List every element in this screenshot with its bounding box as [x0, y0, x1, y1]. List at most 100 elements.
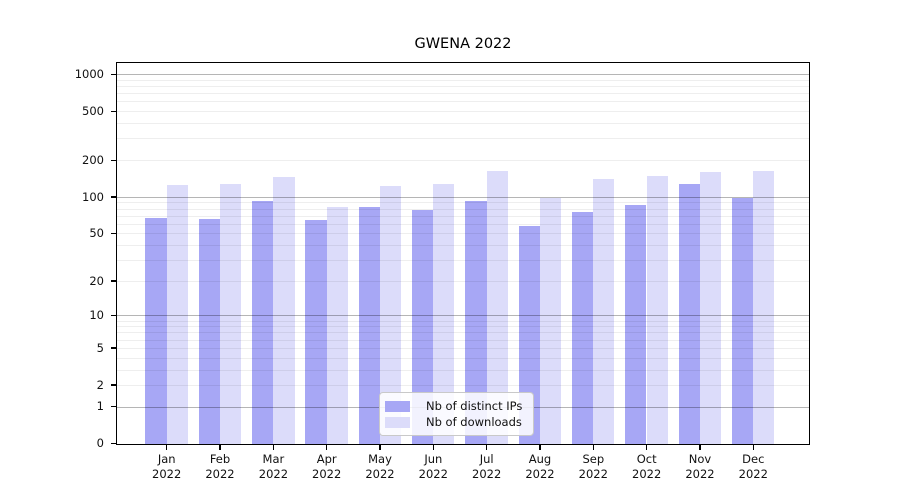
bar-downloads-may [379, 185, 402, 444]
gridline-minor [117, 369, 809, 371]
gridline-major [117, 74, 809, 76]
gridline-minor [117, 384, 809, 386]
bar-downloads-jan [166, 185, 188, 444]
y-tick-label: 50 [89, 226, 104, 240]
gridline-minor [117, 332, 809, 334]
x-tick-mark [326, 444, 328, 450]
gridline-minor [117, 280, 809, 282]
x-tick-label-month: May [368, 451, 392, 466]
y-tick-mark [110, 232, 116, 235]
x-tick-label-year: 2022 [525, 466, 555, 481]
y-tick-label: 1 [96, 399, 104, 414]
x-tick-label-year: 2022 [312, 466, 342, 481]
x-tick-mark [592, 444, 594, 450]
bar-distinct-ips-feb [198, 219, 220, 444]
bar-distinct-ips-mar [251, 201, 274, 444]
y-tick-label: 0 [96, 436, 104, 451]
bar-distinct-ips-jan [145, 218, 167, 444]
gridline-minor [117, 260, 809, 261]
legend: Nb of distinct IPs Nb of downloads [379, 392, 535, 436]
gridline-minor [117, 111, 809, 113]
x-tick-label-month: Nov [688, 451, 712, 466]
x-tick-label: Jan 2022 [132, 452, 202, 482]
x-tick-mark [646, 444, 648, 450]
plot-inner [117, 63, 809, 444]
x-tick-label: Mar 2022 [238, 452, 308, 482]
x-tick-label: Jun 2022 [398, 452, 468, 482]
x-tick-label: Nov 2022 [665, 452, 735, 482]
gridline-minor [117, 339, 809, 341]
gridline-minor [117, 233, 809, 235]
bar-downloads-dec [753, 170, 775, 444]
y-tick-label: 20 [89, 273, 104, 288]
y-tick-mark [110, 280, 116, 282]
y-tick-label: 2 [96, 377, 104, 392]
gridline-minor [117, 86, 809, 87]
x-tick-label-month: Dec [742, 451, 765, 466]
bar-distinct-ips-jun [411, 210, 434, 444]
y-tick-mark [110, 159, 116, 161]
x-tick-mark [539, 444, 541, 450]
y-tick-label: 200 [82, 152, 104, 167]
gridline-minor [117, 320, 809, 322]
legend-label-distinct-ips: Nb of distinct IPs [426, 399, 523, 413]
x-tick-label-year: 2022 [578, 466, 608, 481]
bar-downloads-oct [646, 176, 668, 444]
gridline-minor [117, 357, 809, 359]
bar-downloads-jun [433, 183, 455, 444]
x-tick-mark [272, 444, 274, 450]
gridline-minor [117, 93, 809, 95]
legend-swatch-downloads [385, 416, 410, 428]
x-tick-label-year: 2022 [685, 466, 715, 481]
x-tick-label-year: 2022 [418, 466, 448, 481]
x-tick-label: Oct 2022 [612, 452, 682, 482]
y-tick-mark [110, 110, 116, 112]
gridline-minor [117, 138, 809, 140]
y-tick-label: 5 [96, 340, 104, 355]
legend-row-distinct-ips: Nb of distinct IPs [385, 398, 522, 414]
bar-distinct-ips-aug [518, 225, 540, 444]
y-tick-label: 10 [89, 308, 104, 323]
bar-downloads-aug [539, 198, 562, 444]
x-tick-label-month: Apr [316, 451, 337, 466]
x-tick-mark [486, 444, 488, 450]
x-tick-label-month: Aug [528, 451, 552, 466]
y-tick-label: 100 [82, 189, 104, 204]
x-tick-label-year: 2022 [632, 466, 662, 481]
x-tick-label-month: Jul [479, 451, 494, 466]
x-tick-mark [699, 444, 701, 450]
legend-label-downloads: Nb of downloads [426, 415, 522, 429]
gridline-minor [117, 208, 809, 210]
bar-distinct-ips-jul [465, 201, 487, 444]
x-tick-label: Jul 2022 [452, 452, 522, 482]
bar-distinct-ips-sep [571, 212, 594, 444]
bar-distinct-ips-apr [305, 219, 327, 444]
x-tick-mark [166, 444, 168, 450]
legend-row-downloads: Nb of downloads [385, 414, 522, 430]
x-tick-label-month: Mar [262, 451, 285, 466]
x-tick-mark [379, 444, 381, 450]
bar-distinct-ips-dec [731, 198, 754, 444]
y-tick-mark [110, 384, 116, 386]
legend-swatch-distinct-ips [385, 400, 410, 412]
x-tick-mark [219, 444, 221, 450]
x-tick-label-year: 2022 [152, 466, 182, 481]
gridline-minor [117, 215, 809, 217]
bar-downloads-apr [326, 207, 348, 444]
x-tick-mark [752, 444, 754, 450]
x-tick-label-month: Jan [157, 451, 176, 466]
x-tick-label: Aug 2022 [505, 452, 575, 482]
x-tick-label-year: 2022 [738, 466, 768, 481]
bar-distinct-ips-may [358, 207, 380, 444]
x-tick-mark [432, 444, 434, 450]
bar-distinct-ips-oct [625, 204, 647, 444]
x-tick-label-year: 2022 [472, 466, 502, 481]
x-tick-label-month: Feb [209, 451, 231, 466]
bar-downloads-mar [273, 177, 295, 444]
gridline-minor [117, 79, 809, 81]
x-tick-label: Feb 2022 [185, 452, 255, 482]
y-tick-mark [110, 347, 116, 349]
gridline-minor [117, 202, 809, 204]
plot-area [116, 62, 810, 445]
